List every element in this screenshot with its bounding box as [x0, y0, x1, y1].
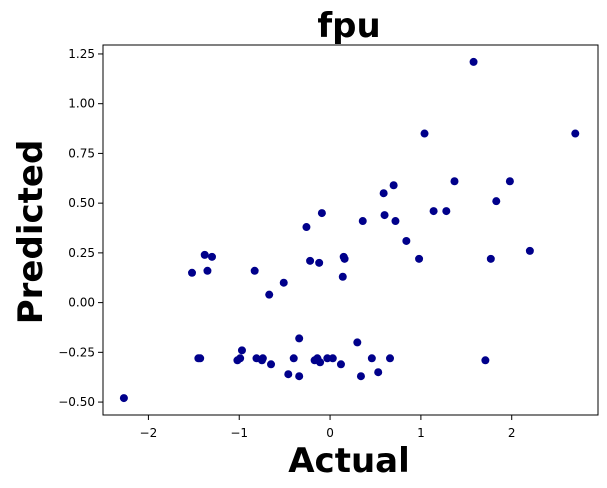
- scatter-point: [289, 354, 298, 363]
- scatter-point: [415, 254, 424, 263]
- scatter-point: [442, 207, 451, 216]
- scatter-point: [267, 360, 276, 369]
- scatter-point: [469, 57, 478, 66]
- scatter-point: [119, 394, 128, 403]
- x-tick-label: −2: [140, 426, 158, 440]
- scatter-point: [203, 266, 212, 275]
- scatter-point: [196, 354, 205, 363]
- scatter-point: [302, 223, 311, 232]
- scatter-point: [353, 338, 362, 347]
- x-axis: −2 −1 0 1 2: [140, 415, 516, 440]
- scatter-point: [386, 354, 395, 363]
- scatter-point: [420, 129, 429, 138]
- scatter-point: [200, 250, 209, 259]
- x-tick-label: 1: [417, 426, 425, 440]
- scatter-point: [317, 209, 326, 218]
- scatter-point: [367, 354, 376, 363]
- scatter-point: [284, 370, 293, 379]
- scatter-point: [258, 354, 267, 363]
- scatter-point: [429, 207, 438, 216]
- scatter-point: [525, 246, 534, 255]
- scatter-point: [316, 358, 325, 367]
- scatter-point: [207, 252, 216, 261]
- scatter-point: [295, 334, 304, 343]
- scatter-point: [358, 217, 367, 226]
- scatter-point: [402, 236, 411, 245]
- y-tick-label: 0.25: [68, 246, 95, 260]
- chart-title: fpu: [317, 6, 380, 46]
- scatter-point: [356, 372, 365, 381]
- scatter-point: [340, 254, 349, 263]
- scatter-point: [379, 189, 388, 198]
- y-tick-label: 0.50: [68, 196, 95, 210]
- y-axis-title: Predicted: [11, 140, 51, 325]
- scatter-point: [450, 177, 459, 186]
- scatter-point: [306, 256, 315, 265]
- scatter-point: [338, 272, 347, 281]
- scatter-point: [391, 217, 400, 226]
- scatter-point: [481, 356, 490, 365]
- scatter-point: [486, 254, 495, 263]
- scatter-point: [380, 211, 389, 220]
- scatter-point: [237, 346, 246, 355]
- scatter-point: [315, 258, 324, 267]
- scatter-point: [336, 360, 345, 369]
- y-tick-label: 0.00: [68, 296, 95, 310]
- scatter-point: [250, 266, 259, 275]
- plot-area: [102, 44, 599, 416]
- scatter-point: [389, 181, 398, 190]
- scatter-point: [328, 354, 337, 363]
- scatter-point: [571, 129, 580, 138]
- x-tick-label: 0: [326, 426, 334, 440]
- x-axis-title: Actual: [288, 441, 410, 481]
- scatter-point: [279, 278, 288, 287]
- y-tick-label: 1.00: [68, 97, 95, 111]
- data-points: [119, 57, 580, 403]
- scatter-point: [295, 372, 304, 381]
- scatter-point: [492, 197, 501, 206]
- y-tick-label: −0.25: [58, 345, 95, 359]
- scatter-point: [188, 268, 197, 277]
- y-tick-label: −0.50: [58, 395, 95, 409]
- y-tick-label: 1.25: [68, 47, 95, 61]
- y-axis: −0.50 −0.25 0.00 0.25 0.50 0.75 1.00 1.25: [58, 47, 103, 409]
- scatter-point: [265, 290, 274, 299]
- scatter-point: [505, 177, 514, 186]
- y-tick-label: 0.75: [68, 146, 95, 160]
- scatter-point: [374, 368, 383, 377]
- scatter-point: [236, 354, 245, 363]
- x-tick-label: 2: [508, 426, 516, 440]
- x-tick-label: −1: [230, 426, 248, 440]
